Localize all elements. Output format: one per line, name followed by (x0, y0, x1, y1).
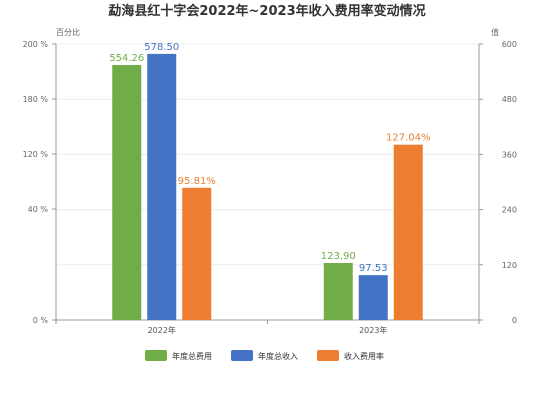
bar (358, 275, 388, 320)
left-tick-label: 180 % (23, 95, 49, 104)
legend: 年度总费用 年度总收入 收入费用率 (145, 350, 384, 361)
right-tick-label: 480 (502, 95, 517, 104)
legend-swatch (317, 350, 339, 361)
chart-title: 勐海县红十字会2022年~2023年收入费用率变动情况 (108, 3, 425, 19)
legend-swatch (231, 350, 253, 361)
category-label: 2022年 (148, 325, 176, 335)
bars (112, 53, 423, 320)
left-axis-label: 百分比 (56, 27, 80, 37)
right-tick-label: 360 (502, 150, 517, 159)
bar (147, 53, 177, 320)
bar-value-label: 578.50 (144, 42, 179, 53)
legend-label: 年度总收入 (258, 351, 298, 361)
left-tick-label: 120 % (23, 150, 49, 159)
left-tick-label: 0 % (33, 316, 49, 325)
legend-swatch (145, 350, 167, 361)
bar (112, 65, 142, 320)
legend-label: 年度总费用 (172, 351, 212, 361)
bar-value-label: 554.26 (109, 53, 144, 64)
bar-value-label: 123.90 (321, 251, 356, 262)
right-tick-label: 0 (512, 316, 517, 325)
right-tick-label: 600 (502, 40, 517, 49)
right-tick-label: 120 (502, 261, 517, 270)
bar-value-label: 95.81% (178, 176, 216, 187)
bar (323, 263, 353, 320)
left-tick-label: 200 % (23, 40, 49, 49)
right-axis-label: 值 (491, 27, 499, 37)
left-tick-label: 40 % (28, 205, 49, 214)
bar-value-label: 97.53 (359, 263, 388, 274)
right-tick-label: 240 (502, 206, 517, 215)
category-label: 2023年 (359, 325, 387, 335)
bar-value-label: 127.04% (386, 133, 431, 144)
axes: 0 120 240 360 480 600 0 % 40 % 120 % 180 % 200 % 20… (23, 40, 517, 335)
bar (182, 187, 212, 320)
bar (393, 144, 423, 320)
legend-label: 收入费用率 (344, 351, 384, 361)
